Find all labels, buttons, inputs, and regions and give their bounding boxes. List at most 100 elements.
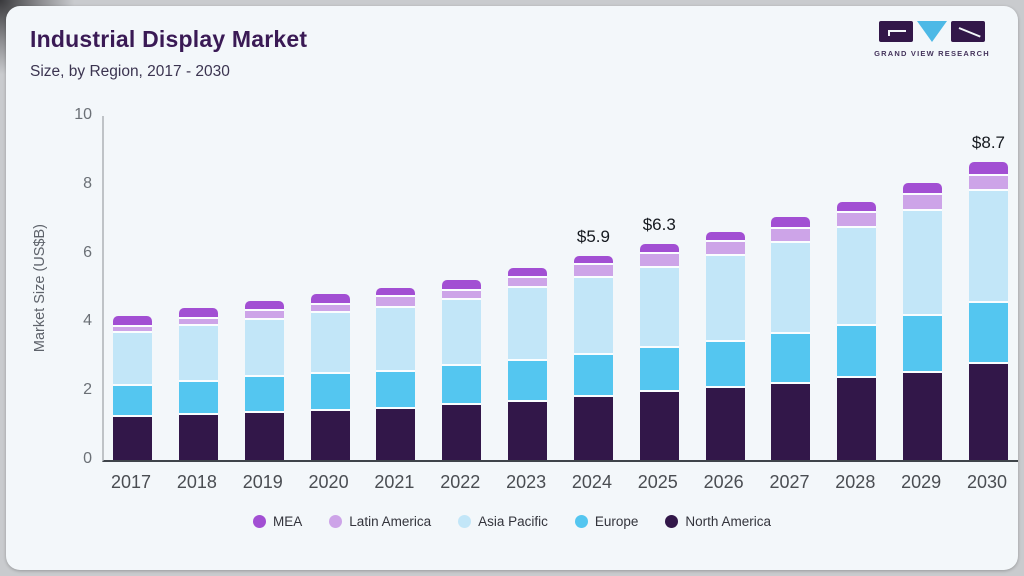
segment-europe-2023 (508, 360, 548, 402)
segment-north-america-2020 (310, 410, 350, 460)
legend-item-latin-america: Latin America (329, 514, 431, 529)
chart-card: Industrial Display Market Size, by Regio… (6, 6, 1018, 570)
segment-mea-2019 (244, 300, 284, 311)
x-label-2017: 2017 (111, 472, 152, 492)
legend-item-asia-pacific: Asia Pacific (458, 514, 548, 529)
y-axis-title: Market Size (US$B) (32, 223, 48, 353)
bar-2024: $5.9 (573, 116, 613, 460)
segment-asia-pacific-2021 (376, 307, 416, 372)
segment-asia-pacific-2025 (639, 268, 679, 348)
x-axis-labels: 2017 2018 2019 2020 2021 2022 2023 2024 2025 2026… (102, 472, 1017, 493)
legend-label-asia-pacific: Asia Pacific (478, 514, 548, 529)
segment-europe-2027 (771, 333, 811, 384)
bar-2027 (771, 116, 811, 460)
y-tick-0: 0 (83, 450, 92, 467)
segment-north-america-2028 (837, 377, 877, 460)
segment-asia-pacific-2030 (968, 191, 1008, 303)
x-label-2028: 2028 (835, 472, 876, 492)
logo-letter-v-icon (917, 21, 947, 42)
segment-mea-2026 (705, 232, 745, 243)
segment-europe-2019 (244, 376, 284, 413)
x-label-2020: 2020 (308, 472, 349, 492)
segment-europe-2020 (310, 373, 350, 411)
x-label-2018: 2018 (176, 472, 217, 492)
legend-dot-asia-pacific (458, 515, 472, 528)
segment-mea-2030 (968, 162, 1008, 177)
bar-value-label-2030: $8.7 (971, 133, 1006, 153)
segment-europe-2017 (113, 385, 152, 417)
segment-europe-2029 (903, 315, 943, 373)
bar-2017 (113, 116, 152, 460)
bar-2022 (442, 116, 482, 460)
segment-europe-2018 (178, 381, 218, 415)
legend-item-mea: MEA (253, 514, 302, 529)
segment-latin-america-2030 (968, 176, 1008, 192)
segment-north-america-2022 (442, 405, 482, 460)
gvr-logo-icon (874, 21, 990, 45)
legend-label-mea: MEA (273, 514, 303, 529)
segment-latin-america-2022 (442, 290, 482, 300)
grand-view-research-logo: GRAND VIEW RESEARCH (874, 21, 990, 58)
segment-mea-2017 (113, 316, 152, 327)
segment-latin-america-2025 (639, 254, 679, 269)
x-label-2030: 2030 (966, 472, 1008, 492)
segment-mea-2018 (178, 308, 218, 319)
segment-asia-pacific-2028 (837, 227, 877, 326)
y-tick-4: 4 (83, 312, 92, 330)
legend-label-latin-america: Latin America (349, 514, 432, 529)
logo-letter-g-icon (879, 21, 913, 42)
segment-latin-america-2023 (508, 278, 548, 289)
legend: MEA Latin America Asia Pacific Europe North … (6, 514, 1018, 529)
segment-mea-2021 (376, 287, 416, 297)
segment-latin-america-2029 (903, 195, 943, 212)
segment-mea-2020 (310, 293, 350, 305)
segment-europe-2030 (968, 302, 1008, 364)
segment-latin-america-2027 (771, 229, 811, 244)
x-label-2021: 2021 (374, 472, 415, 492)
segment-europe-2025 (639, 347, 679, 392)
bar-2018 (178, 116, 218, 460)
segment-north-america-2018 (178, 414, 218, 460)
y-tick-8: 8 (83, 174, 92, 192)
x-label-2019: 2019 (242, 472, 283, 492)
segment-asia-pacific-2022 (442, 299, 482, 366)
bar-2025: $6.3 (639, 116, 679, 460)
segment-north-america-2026 (705, 387, 745, 460)
segment-latin-america-2021 (376, 296, 416, 308)
page-title: Industrial Display Market (30, 26, 308, 52)
x-label-2023: 2023 (506, 472, 547, 492)
bar-2029 (903, 116, 943, 460)
bar-value-label-2025: $6.3 (642, 215, 676, 235)
bar-value-label-2024: $5.9 (576, 227, 610, 247)
segment-asia-pacific-2020 (310, 313, 350, 374)
legend-dot-latin-america (329, 515, 343, 528)
bar-2020 (310, 116, 350, 460)
segment-north-america-2021 (376, 408, 416, 460)
legend-dot-mea (253, 515, 267, 528)
legend-item-europe: Europe (574, 514, 638, 529)
x-label-2022: 2022 (440, 472, 481, 492)
segment-latin-america-2018 (178, 318, 218, 326)
x-label-2026: 2026 (703, 472, 744, 492)
segment-europe-2028 (837, 325, 877, 378)
segment-latin-america-2017 (113, 326, 152, 333)
segment-north-america-2025 (639, 391, 679, 460)
segment-asia-pacific-2018 (178, 325, 218, 382)
segment-north-america-2030 (968, 363, 1008, 460)
segment-asia-pacific-2027 (771, 243, 811, 334)
bar-2028 (837, 116, 877, 460)
segment-europe-2021 (376, 371, 416, 409)
segment-asia-pacific-2024 (573, 278, 613, 355)
segment-asia-pacific-2019 (244, 319, 284, 377)
y-tick-2: 2 (83, 381, 92, 399)
segment-north-america-2024 (573, 396, 613, 460)
x-label-2029: 2029 (901, 472, 942, 492)
segment-latin-america-2026 (705, 242, 745, 257)
segment-mea-2029 (903, 183, 943, 196)
plot-area: $5.9 $6.3 $8.7 (102, 116, 1018, 462)
segment-asia-pacific-2026 (705, 256, 745, 342)
chart-subtitle: Size, by Region, 2017 - 2030 (30, 63, 230, 80)
segment-latin-america-2019 (244, 310, 284, 320)
y-tick-6: 6 (83, 243, 92, 261)
segment-mea-2022 (442, 279, 482, 291)
